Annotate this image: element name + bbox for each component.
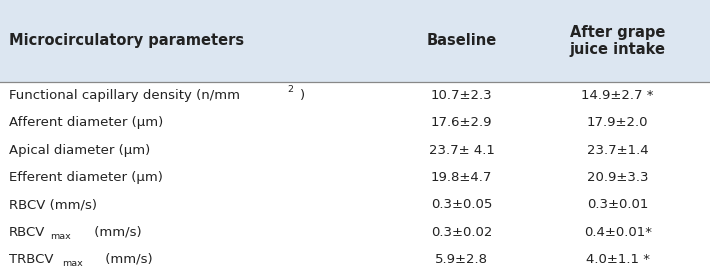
Text: 17.9±2.0: 17.9±2.0: [587, 116, 648, 129]
Text: Efferent diameter (μm): Efferent diameter (μm): [9, 171, 163, 184]
Text: 20.9±3.3: 20.9±3.3: [587, 171, 648, 184]
Text: 0.3±0.05: 0.3±0.05: [431, 198, 492, 211]
Text: 2: 2: [287, 85, 293, 94]
Text: Apical diameter (μm): Apical diameter (μm): [9, 144, 150, 157]
Text: Microcirculatory parameters: Microcirculatory parameters: [9, 34, 244, 48]
Bar: [0, 82, 710, 273]
Text: 0.3±0.01: 0.3±0.01: [587, 198, 648, 211]
Text: max: max: [50, 232, 70, 241]
Text: 10.7±2.3: 10.7±2.3: [431, 89, 492, 102]
Bar: [0, 0, 710, 82]
Text: Baseline: Baseline: [427, 34, 496, 48]
Text: 5.9±2.8: 5.9±2.8: [435, 253, 488, 266]
Text: 23.7± 4.1: 23.7± 4.1: [429, 144, 494, 157]
Text: After grape
juice intake: After grape juice intake: [569, 25, 666, 57]
Text: RBCV (mm/s): RBCV (mm/s): [9, 198, 97, 211]
Text: Afferent diameter (μm): Afferent diameter (μm): [9, 116, 163, 129]
Text: 4.0±1.1 *: 4.0±1.1 *: [586, 253, 650, 266]
Text: 17.6±2.9: 17.6±2.9: [431, 116, 492, 129]
Text: 23.7±1.4: 23.7±1.4: [587, 144, 648, 157]
Text: (mm/s): (mm/s): [101, 253, 153, 266]
Text: 14.9±2.7 *: 14.9±2.7 *: [581, 89, 654, 102]
Text: TRBCV: TRBCV: [9, 253, 53, 266]
Text: 19.8±4.7: 19.8±4.7: [431, 171, 492, 184]
Text: RBCV: RBCV: [9, 225, 45, 239]
Text: max: max: [62, 259, 82, 268]
Text: ): ): [300, 89, 305, 102]
Text: 0.3±0.02: 0.3±0.02: [431, 225, 492, 239]
Text: Functional capillary density (n/mm: Functional capillary density (n/mm: [9, 89, 239, 102]
Text: (mm/s): (mm/s): [90, 225, 142, 239]
Text: 0.4±0.01*: 0.4±0.01*: [584, 225, 652, 239]
